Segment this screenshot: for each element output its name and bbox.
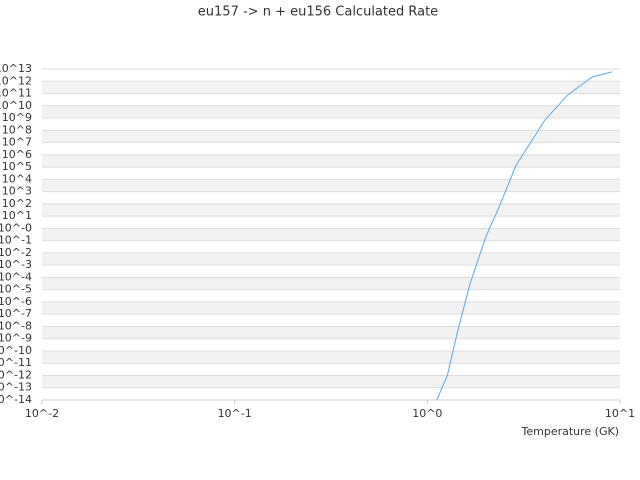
x-tick-label: 10^0: [412, 407, 442, 420]
y-tick-label: 10^-10: [0, 344, 32, 357]
grid-band: [42, 81, 620, 94]
chart-title: eu157 -> n + eu156 Calculated Rate: [198, 5, 438, 20]
y-tick-label: 10^-14: [0, 393, 32, 406]
grid-band: [42, 130, 620, 143]
y-tick-label: 10^4: [2, 172, 32, 185]
x-tick-label: 10^1: [605, 407, 635, 420]
y-tick-label: 10^-11: [0, 356, 32, 369]
y-tick-label: 10^-9: [0, 332, 32, 345]
x-axis-label: Temperature (GK): [521, 425, 620, 438]
grid-band: [42, 105, 620, 119]
y-tick-label: 10^11: [0, 87, 32, 100]
x-tick-label: 10^-1: [218, 407, 252, 420]
y-tick-label: 10^7: [2, 136, 32, 149]
grid-band: [42, 179, 620, 192]
grid-band: [42, 203, 620, 217]
y-tick-label: 10^-2: [0, 246, 32, 259]
grid-band: [42, 375, 620, 388]
y-tick-label: 10^10: [0, 99, 32, 112]
y-tick-label: 10^-5: [0, 283, 32, 296]
grid-band: [42, 252, 620, 266]
x-tick-label: 10^-2: [25, 407, 59, 420]
y-tick-label: 10^9: [2, 111, 32, 124]
grid-band: [42, 228, 620, 241]
y-tick-label: 10^-12: [0, 368, 32, 381]
grid-band: [42, 350, 620, 364]
y-tick-label: 10^-0: [0, 221, 32, 234]
y-tick-label: 10^6: [2, 148, 32, 161]
grid-band: [42, 154, 620, 168]
y-tick-label: 10^2: [2, 197, 32, 210]
y-tick-label: 10^13: [0, 62, 32, 75]
y-tick-label: 10^5: [2, 160, 32, 173]
y-tick-label: 10^-7: [0, 307, 32, 320]
grid-band: [42, 301, 620, 315]
y-tick-label: 10^3: [2, 185, 32, 198]
y-tick-label: 10^-8: [0, 319, 32, 332]
y-tick-label: 10^8: [2, 123, 32, 136]
y-tick-label: 10^-1: [0, 234, 32, 247]
y-tick-label: 10^1: [2, 209, 32, 222]
data-line: [436, 71, 613, 401]
y-tick-label: 10^-3: [0, 258, 32, 271]
y-tick-label: 10^12: [0, 74, 32, 87]
grid-band: [42, 326, 620, 339]
y-tick-label: 10^-13: [0, 381, 32, 394]
grid-band: [42, 277, 620, 290]
y-tick-label: 10^-4: [0, 270, 32, 283]
y-tick-label: 10^-6: [0, 295, 32, 308]
